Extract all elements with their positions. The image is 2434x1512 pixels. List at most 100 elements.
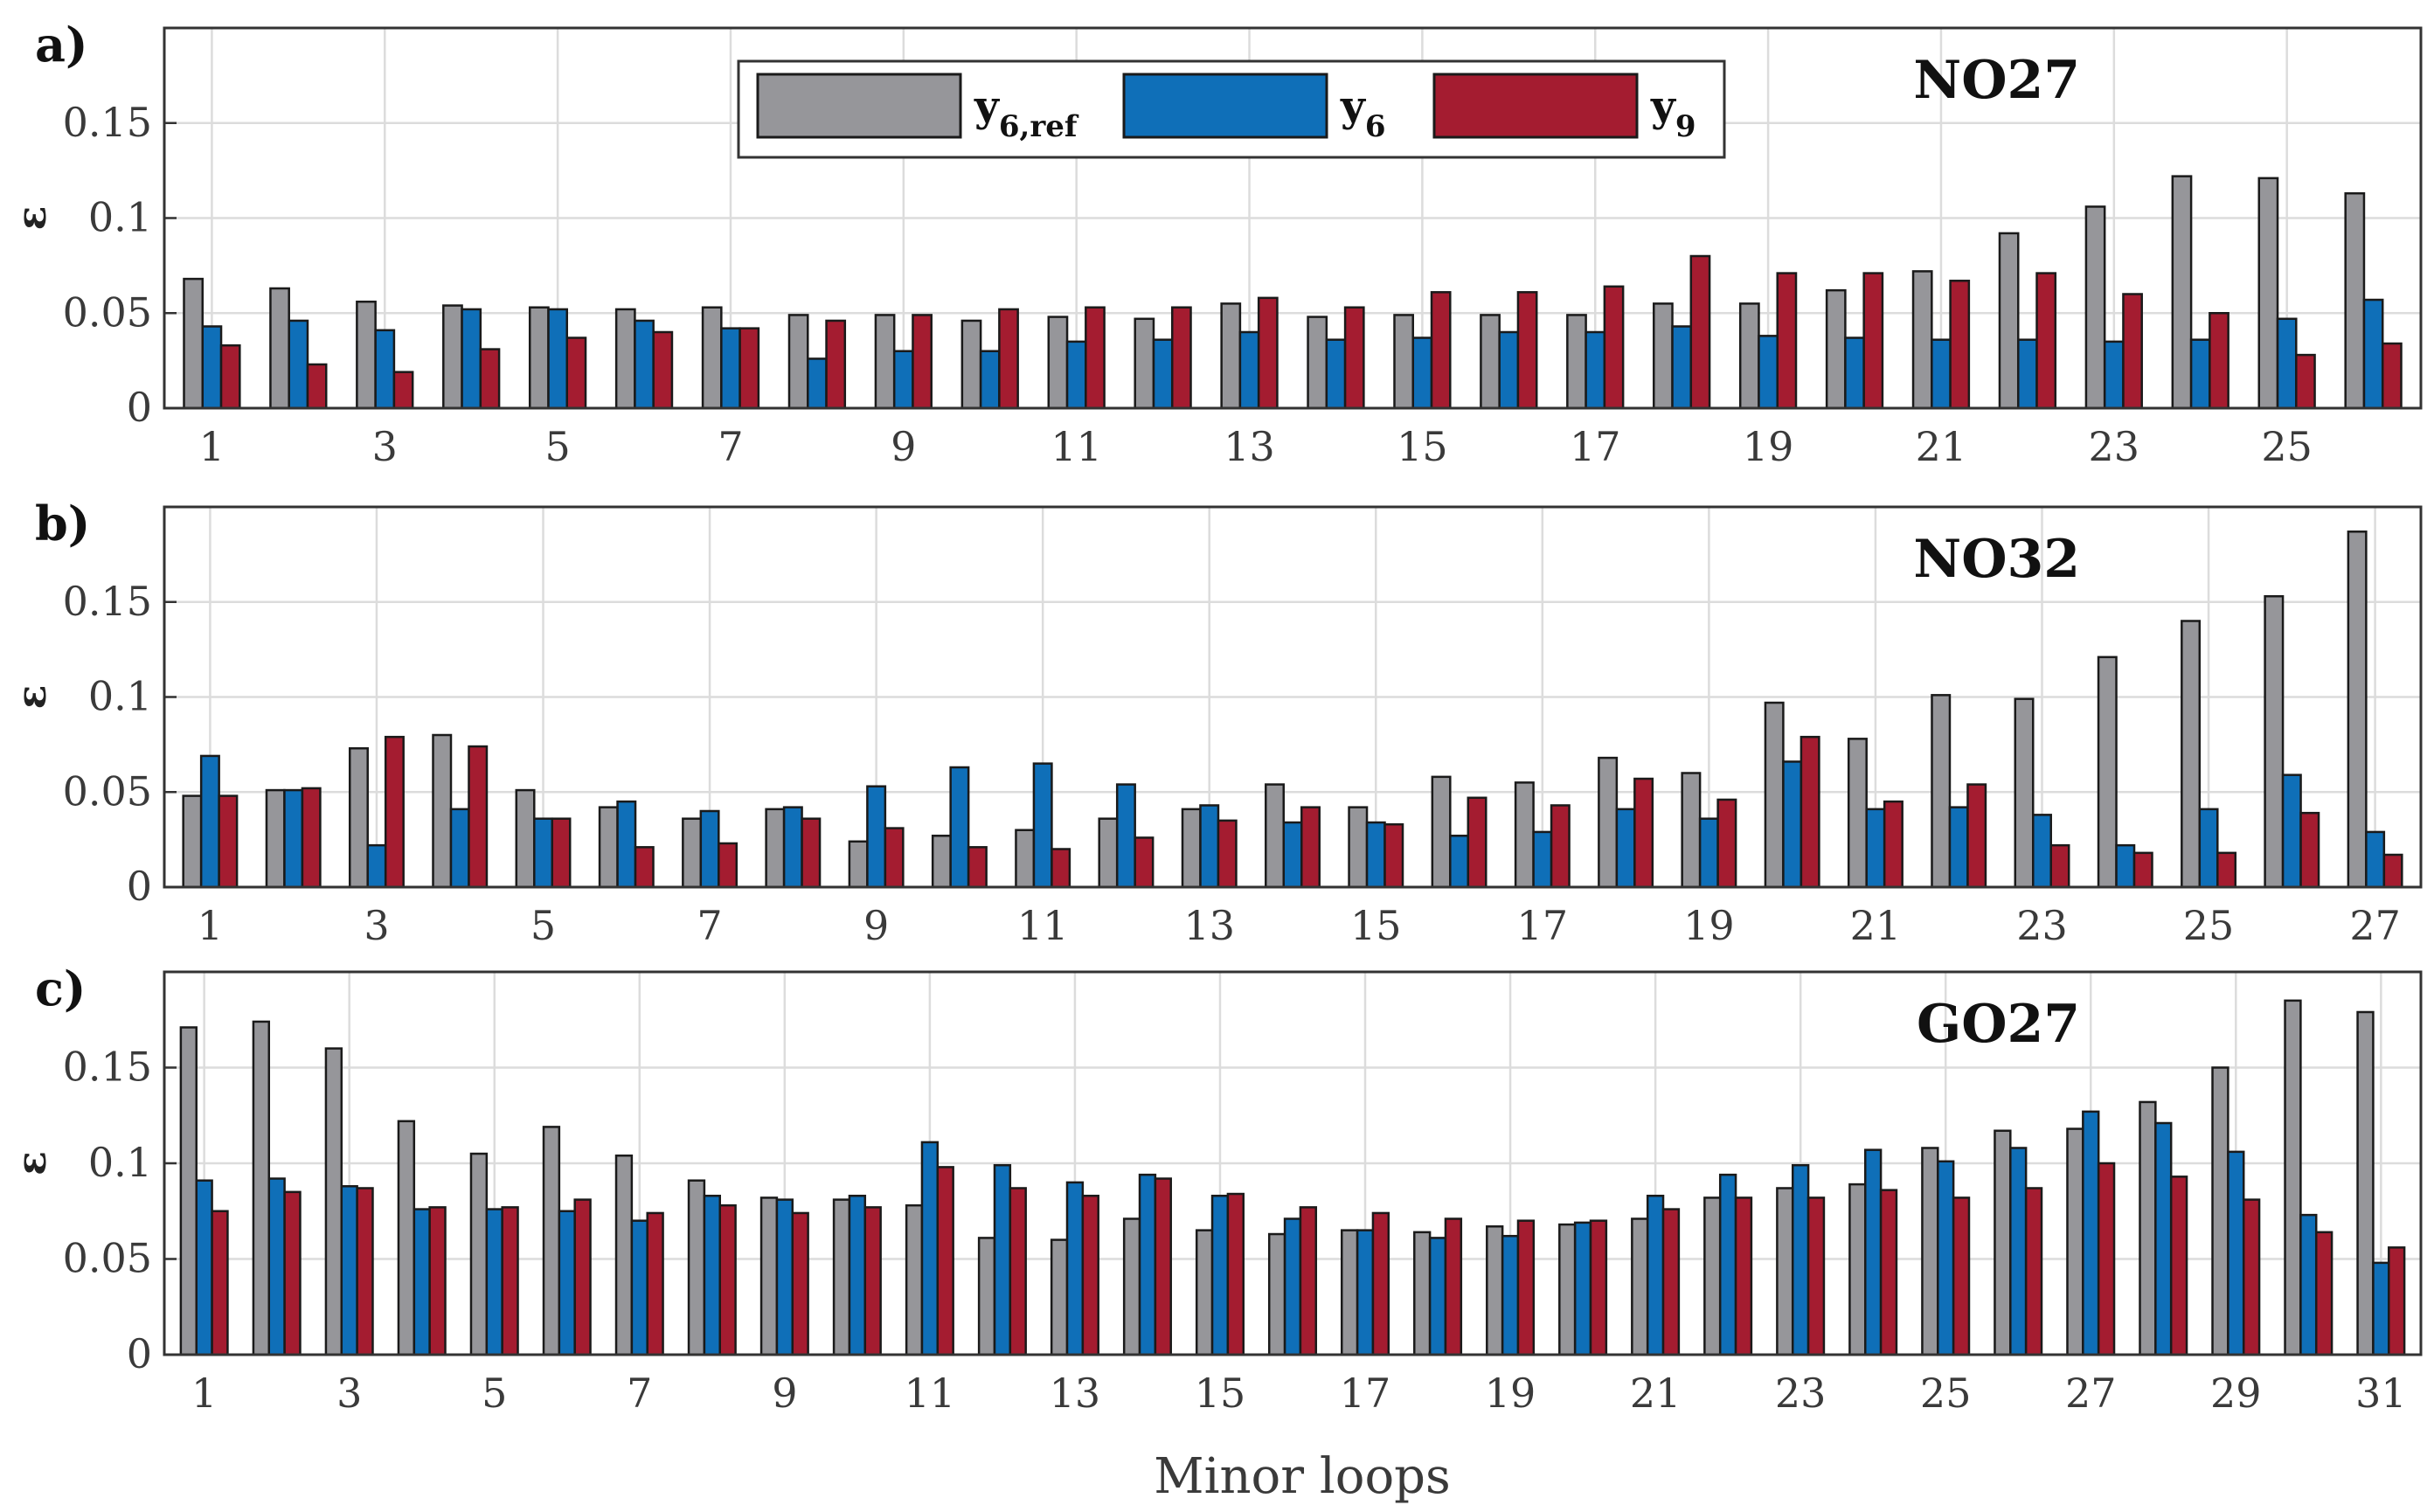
bar-y6ref (1911, 270, 1933, 410)
bar-y6ref (1307, 316, 1328, 410)
x-tick-label: 15 (1350, 902, 1402, 949)
bar-y6 (1365, 821, 1386, 889)
bar-y6ref (1998, 232, 2020, 410)
bar-y6ref (1393, 314, 1415, 410)
bar-y6 (866, 785, 887, 889)
bar-y9 (1009, 1187, 1027, 1356)
bar-y6 (1931, 338, 1952, 410)
x-tick-label: 21 (1630, 1370, 1682, 1417)
bar-y9 (652, 330, 674, 410)
bar-y9 (2049, 843, 2070, 889)
bar-y6 (1948, 806, 1969, 889)
x-tick-label: 17 (1570, 423, 1621, 470)
bar-y9 (1134, 836, 1155, 889)
y-tick-label: 0 (127, 1330, 152, 1377)
bar-y6 (1199, 804, 1220, 889)
bar-y6 (1032, 762, 1053, 889)
bar-y6 (2227, 1150, 2245, 1356)
bar-y9 (306, 363, 328, 410)
x-tick-label: 19 (1683, 902, 1735, 949)
bar-y6 (195, 1179, 213, 1356)
bar-y9 (1226, 1192, 1245, 1356)
bar-y9 (1716, 798, 1737, 889)
bar-y6ref (1848, 1183, 1867, 1356)
bar-y9 (2314, 1231, 2333, 1356)
bar-y6ref (1738, 302, 1760, 410)
bar-y9 (2209, 312, 2229, 410)
bar-y6 (634, 319, 655, 410)
x-tick-label: 21 (1850, 902, 1902, 949)
x-tick-label: 9 (863, 902, 889, 949)
bar-y9 (1299, 1206, 1318, 1356)
bar-y9 (428, 1206, 447, 1356)
bar-y6 (2276, 317, 2298, 410)
bar-y6 (616, 800, 637, 889)
y-tick-label: 0.1 (88, 673, 152, 720)
x-tick-label: 7 (627, 1370, 652, 1417)
bar-y6 (1864, 1148, 1883, 1356)
bar-y6 (2154, 1121, 2173, 1356)
axes-frame (163, 26, 2423, 410)
bar-y9 (2169, 1176, 2188, 1356)
bar-y9 (2299, 811, 2320, 889)
bar-y9 (1371, 1211, 1390, 1356)
bar-y9 (1776, 272, 1798, 410)
bar-y6ref (1431, 775, 1452, 889)
bar-y9 (1300, 806, 1321, 889)
y-tick-label: 0.15 (63, 99, 152, 146)
bar-y6ref (1098, 817, 1119, 889)
y-tick-label: 0.1 (88, 194, 152, 241)
bar-y6ref (682, 817, 703, 889)
bar-y6ref (1994, 1129, 2012, 1356)
bar-y9 (1734, 1196, 1753, 1356)
bar-y9 (2024, 1187, 2043, 1356)
bar-y6 (1646, 1194, 1665, 1356)
bar-y6ref (2211, 1066, 2229, 1356)
bar-y6ref (614, 1154, 634, 1356)
x-tick-label: 19 (1485, 1370, 1536, 1417)
bar-y6 (2016, 338, 2038, 410)
bar-y9 (1603, 285, 1625, 410)
bar-y9 (863, 1206, 882, 1356)
bar-y6ref (701, 306, 723, 410)
bar-y9 (1806, 1196, 1826, 1356)
bar-y6ref (252, 1020, 271, 1356)
bar-y9 (1081, 1194, 1099, 1356)
x-tick-label: 1 (198, 902, 223, 949)
bar-y6ref (1703, 1196, 1722, 1356)
bar-y6 (920, 1141, 940, 1356)
x-tick-label: 29 (2210, 1370, 2262, 1417)
bar-y6ref (542, 1126, 561, 1356)
bar-y6ref (1598, 756, 1619, 889)
y-tick-label: 0 (127, 863, 152, 910)
x-tick-label: 5 (544, 423, 570, 470)
x-tick-label: 5 (530, 902, 556, 949)
bar-y6 (993, 1163, 1012, 1356)
y-tick-label: 0.15 (63, 1044, 152, 1091)
bar-y6 (720, 327, 741, 410)
bar-y6 (413, 1208, 431, 1356)
x-tick-label: 15 (1397, 423, 1448, 470)
axes-frame (163, 970, 2423, 1356)
x-tick-label: 15 (1195, 1370, 1246, 1417)
bar-y9 (211, 1210, 229, 1356)
bar-y9 (1343, 306, 1365, 410)
bar-y6 (547, 308, 569, 410)
x-tick-label: 17 (1340, 1370, 1391, 1417)
bar-y6 (366, 843, 387, 889)
bar-y9 (967, 846, 988, 889)
bar-y9 (219, 343, 241, 410)
bar-y6ref (759, 1196, 779, 1356)
bar-y6 (1428, 1237, 1447, 1356)
bar-y6ref (1015, 829, 1036, 889)
bar-y6 (1791, 1163, 1810, 1356)
bar-y6 (1282, 821, 1303, 889)
bar-y9 (634, 846, 655, 889)
bar-y9 (1883, 800, 1904, 889)
axes-frame (163, 505, 2423, 889)
bar-y6ref (1681, 772, 1702, 889)
panel-title: NO27 (1913, 50, 2080, 111)
bar-y6 (2362, 298, 2384, 410)
bar-y6ref (1847, 738, 1868, 889)
bar-y6ref (2139, 1100, 2157, 1356)
